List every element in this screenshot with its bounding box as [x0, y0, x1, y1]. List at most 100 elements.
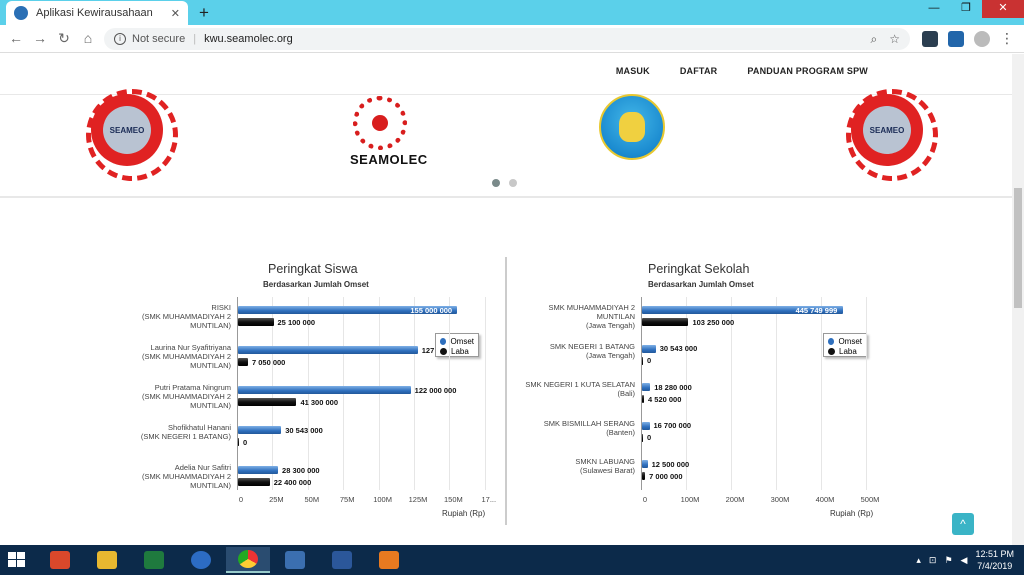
tutwuri-handayani-icon	[599, 94, 665, 160]
bar-omset[interactable]	[642, 421, 650, 430]
extension-blue-icon[interactable]	[948, 30, 964, 47]
taskbar-explorer-app[interactable]	[85, 547, 129, 573]
excel-icon	[144, 551, 164, 569]
value-label-laba: 0	[243, 437, 248, 447]
category-label-line: (Jawa Tengah)	[585, 350, 635, 360]
bar-omset[interactable]	[642, 344, 656, 353]
browser-tabbar: Aplikasi Kewirausahaan ✕ + — ❐ ✕	[0, 0, 1024, 25]
address-bar[interactable]: i Not secure | kwu.seamolec.org ⌕ ☆	[104, 28, 910, 50]
nav-panduan-link[interactable]: PANDUAN PROGRAM SPW	[747, 66, 868, 76]
bar-omset[interactable]	[238, 466, 279, 474]
bar-omset[interactable]	[642, 306, 843, 314]
taskbar-clock[interactable]: 12:51 PM 7/4/2019	[975, 548, 1014, 572]
taskbar-word-app[interactable]	[320, 547, 364, 573]
bar-omset[interactable]	[238, 346, 418, 354]
chart-subtitle: Berdasarkan Jumlah Omset	[263, 280, 369, 289]
url-text[interactable]: kwu.seamolec.org	[204, 33, 293, 45]
bar-omset[interactable]	[642, 383, 651, 391]
bar-omset[interactable]	[642, 460, 648, 468]
bar-laba[interactable]	[642, 433, 643, 442]
bar-laba[interactable]	[238, 358, 248, 366]
info-icon[interactable]: i	[114, 33, 126, 45]
legend-omset[interactable]: Omset	[828, 336, 862, 346]
carousel-dots	[492, 179, 517, 187]
bar-omset[interactable]	[238, 426, 282, 434]
bar-laba[interactable]	[238, 438, 239, 446]
category-label: Laurina Nur Syafitriyana (SMK MUHAMMADIYA…	[111, 343, 231, 370]
carousel-dot-2[interactable]	[509, 179, 517, 187]
tray-network-icon[interactable]: ⊡	[928, 554, 937, 565]
page-scrollbar[interactable]	[1012, 54, 1024, 545]
taskbar-mail-app[interactable]	[179, 547, 223, 573]
scrollbar-thumb[interactable]	[1014, 188, 1022, 308]
bar-laba[interactable]	[238, 318, 274, 326]
back-arrow-icon[interactable]: ←	[9, 30, 23, 46]
legend-laba[interactable]: Laba	[440, 346, 474, 356]
header-divider	[0, 94, 1012, 95]
menu-kebab-icon[interactable]: ⋮	[1000, 30, 1014, 46]
taskbar-office-app[interactable]	[38, 547, 82, 573]
value-label-omset: 12 500 000	[651, 459, 690, 469]
charts-divider	[505, 257, 507, 525]
profile-avatar-icon[interactable]	[974, 30, 990, 47]
bar-omset[interactable]	[238, 386, 411, 394]
clock-time: 12:51 PM	[975, 549, 1014, 559]
value-label-laba: 25 100 000	[277, 317, 316, 327]
browser-tab[interactable]: Aplikasi Kewirausahaan ✕	[6, 1, 188, 25]
taskbar-network-app[interactable]	[273, 547, 317, 573]
carousel-dot-1[interactable]	[492, 179, 500, 187]
taskbar-chrome-app[interactable]	[226, 547, 270, 573]
legend-laba-icon	[828, 347, 835, 355]
gridline	[686, 297, 687, 490]
gridline	[776, 297, 777, 490]
seameo-logo-right: SEAMEO	[846, 89, 938, 181]
nav-masuk-link[interactable]: MASUK	[615, 66, 650, 76]
tab-close-icon[interactable]: ✕	[170, 7, 180, 20]
back-to-top-button[interactable]: ^	[952, 513, 974, 535]
bar-omset[interactable]	[238, 306, 458, 314]
tray-volume-icon[interactable]: ◀	[960, 554, 968, 565]
category-label-line: Laurina Nur Syafitriyana	[150, 343, 231, 352]
bookmark-star-icon[interactable]: ☆	[889, 32, 900, 46]
chart-subtitle: Berdasarkan Jumlah Omset	[648, 280, 754, 289]
value-label-laba: 22 400 000	[273, 477, 312, 487]
bar-laba[interactable]	[238, 478, 270, 486]
value-label-laba: 0	[647, 356, 652, 365]
forward-arrow-icon[interactable]: →	[33, 30, 47, 46]
zoom-icon[interactable]: ⌕	[870, 32, 878, 46]
x-tick-label: 400M	[815, 495, 835, 504]
home-icon[interactable]: ⌂	[83, 30, 93, 46]
new-tab-button[interactable]: +	[199, 3, 209, 22]
category-label-line: SMK NEGERI 1 BATANG	[549, 341, 635, 351]
extension-us-icon[interactable]	[922, 30, 938, 47]
taskbar-excel-app[interactable]	[132, 547, 176, 573]
legend-laba[interactable]: Laba	[828, 346, 862, 356]
bar-laba[interactable]	[642, 356, 643, 365]
browser-toolbar: ← → ↻ ⌂ i Not secure | kwu.seamolec.org …	[0, 25, 1024, 53]
legend-omset[interactable]: Omset	[440, 336, 474, 346]
bar-laba[interactable]	[642, 395, 645, 403]
minimize-button[interactable]: —	[928, 2, 940, 14]
tray-flag-icon[interactable]: ⚑	[944, 554, 953, 565]
value-label-omset: 127	[421, 345, 435, 355]
windows-start-icon[interactable]	[8, 552, 26, 568]
reload-icon[interactable]: ↻	[58, 30, 70, 46]
category-label-line: (SMK MUHAMMADIYAH 2	[141, 392, 231, 401]
value-label-laba: 103 250 000	[692, 317, 735, 327]
value-label-laba: 4 520 000	[648, 394, 682, 404]
tray-arrow-icon[interactable]: ▴	[916, 554, 921, 565]
legend-omset-icon	[828, 337, 835, 345]
section-divider	[0, 196, 1012, 198]
bar-laba[interactable]	[642, 318, 689, 326]
chart-title: Peringkat Sekolah	[648, 262, 750, 276]
taskbar-media-app[interactable]	[367, 547, 411, 573]
close-window-button[interactable]: ✕	[982, 0, 1024, 18]
category-label-line: MUNTILAN)	[190, 321, 231, 330]
gridline	[414, 297, 415, 490]
office-icon	[50, 551, 70, 569]
x-tick-label: 200M	[725, 495, 745, 504]
bar-laba[interactable]	[238, 398, 297, 406]
bar-laba[interactable]	[642, 472, 646, 480]
maximize-button[interactable]: ❐	[961, 2, 971, 14]
nav-daftar-link[interactable]: DAFTAR	[679, 66, 718, 76]
